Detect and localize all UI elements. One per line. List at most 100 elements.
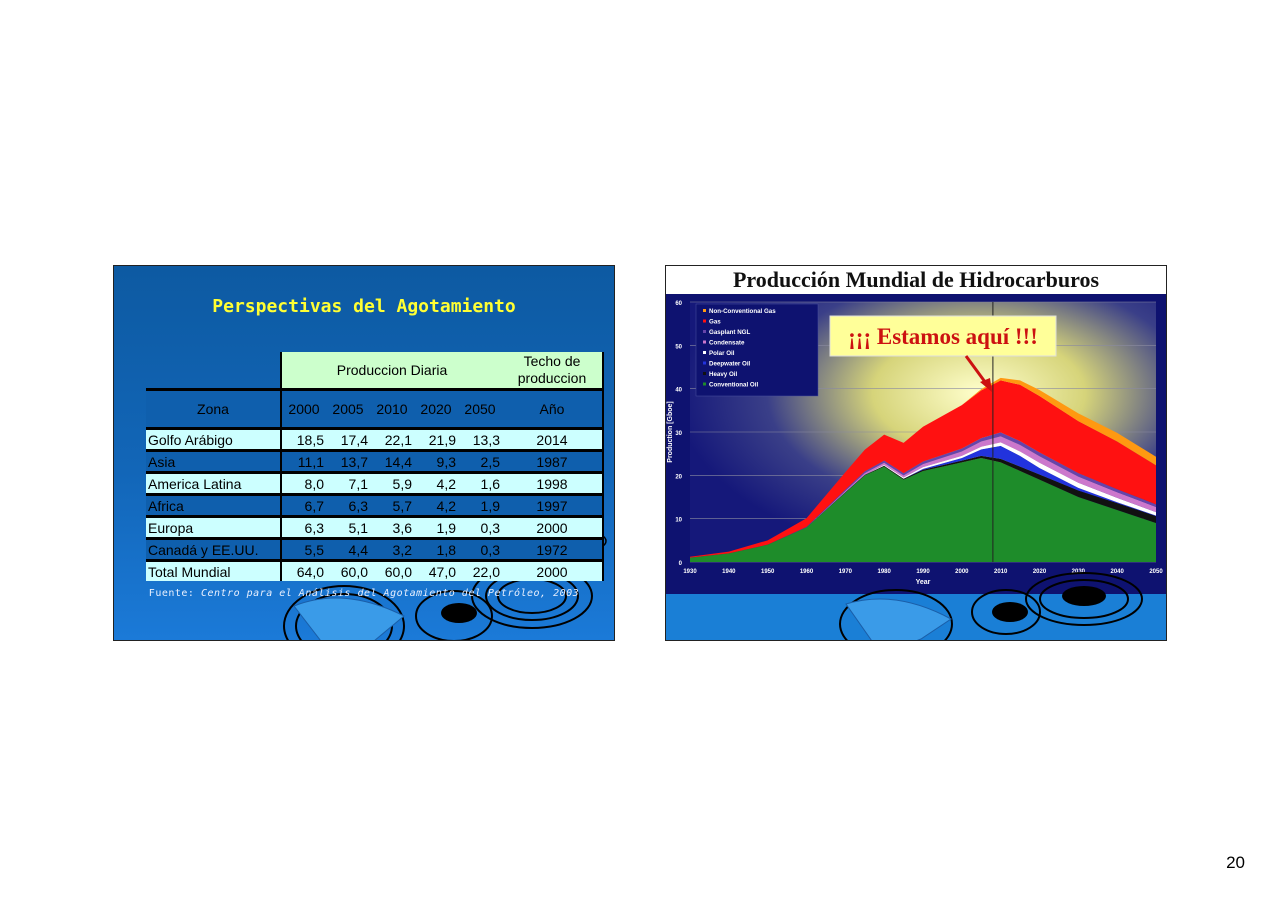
table-row: Golfo Arábigo 18,5 17,4 22,1 21,9 13,3 2014: [146, 427, 604, 451]
value-cell: 4,2: [414, 471, 458, 495]
zone-cell: Golfo Arábigo: [146, 427, 281, 451]
x-tick-label: 2010: [994, 569, 1008, 575]
callout-arrowhead: [980, 378, 992, 392]
peak-header: Techo de produccion: [502, 352, 604, 390]
peak-header-line2: produccion: [517, 370, 587, 386]
zone-cell: Canadá y EE.UU.: [146, 537, 281, 561]
value-cell: 9,3: [414, 449, 458, 473]
source-label: Fuente:: [148, 588, 195, 599]
value-cell: 6,7: [280, 493, 326, 517]
value-cell: 60,0: [326, 559, 370, 581]
page-number: 20: [1226, 853, 1245, 872]
peak-header-line1: Techo de: [523, 353, 581, 369]
value-cell: 0,3: [458, 537, 502, 561]
value-cell: 0,3: [458, 515, 502, 539]
source-note: Fuente: Centro para el Análisis del Agot…: [114, 588, 614, 599]
value-cell: 1,8: [414, 537, 458, 561]
value-cell: 4,2: [414, 493, 458, 517]
x-tick-label: 2020: [1033, 569, 1047, 575]
value-cell: 3,6: [370, 515, 414, 539]
legend-swatch: [703, 340, 706, 344]
value-cell: 64,0: [280, 559, 326, 581]
legend-entry: Gasplant NGL: [709, 329, 750, 336]
slide-produccion-mundial: Producción Mundial de Hidrocarburos 0 10 2…: [665, 265, 1167, 641]
y-tick-label: 40: [675, 388, 682, 394]
y-tick-label: 20: [675, 474, 682, 480]
y-tick-label: 60: [675, 301, 682, 307]
value-cell: 14,4: [370, 449, 414, 473]
year-col-2005: 2005: [326, 388, 370, 429]
x-tick-label: 1950: [761, 569, 775, 575]
value-cell: 7,1: [326, 471, 370, 495]
legend-entry: Heavy Oil: [709, 371, 737, 378]
callout-text: ¡¡¡ Estamos aquí !!!: [848, 324, 1038, 349]
slide-title: Perspectivas del Agotamiento: [212, 296, 516, 317]
year-col-2010: 2010: [370, 388, 414, 429]
legend-swatch: [703, 372, 706, 375]
legend-entry: Condensate: [709, 340, 745, 347]
peak-year-cell: 1997: [502, 493, 604, 517]
legend-entry: Non-Conventional Gas: [709, 308, 776, 315]
peak-year-header: Año: [502, 388, 604, 429]
value-cell: 5,7: [370, 493, 414, 517]
x-tick-label: 1960: [800, 569, 814, 575]
value-cell: 5,1: [326, 515, 370, 539]
value-cell: 5,9: [370, 471, 414, 495]
legend-swatch: [703, 330, 706, 333]
legend-entry: Gas: [709, 319, 721, 326]
group-header: Produccion Diaria: [280, 352, 502, 390]
table-row: Europa 6,3 5,1 3,6 1,9 0,3 2000: [146, 515, 604, 539]
y-tick-label: 10: [675, 518, 682, 524]
peak-year-cell: 1998: [502, 471, 604, 495]
x-tick-label: 1940: [722, 569, 736, 575]
source-text: Centro para el Análisis del Agotamiento …: [200, 588, 580, 599]
legend-swatch: [703, 361, 706, 365]
callout-box: [829, 315, 1057, 357]
zone-cell: Europa: [146, 515, 281, 539]
x-axis-label: Year: [916, 579, 931, 586]
x-tick-label: 2030: [1072, 569, 1086, 575]
legend-entry: Conventional Oil: [709, 382, 758, 389]
legend-swatch: [703, 351, 706, 354]
value-cell: 6,3: [326, 493, 370, 517]
series-area-2: [690, 445, 1156, 558]
slide-title: Producción Mundial de Hidrocarburos: [666, 266, 1166, 294]
peak-year-cell: 1972: [502, 537, 604, 561]
peak-year-cell: 1987: [502, 449, 604, 473]
value-cell: 17,4: [326, 427, 370, 451]
x-tick-label: 1990: [916, 569, 930, 575]
y-tick-label: 50: [675, 344, 682, 350]
table-row: America Latina 8,0 7,1 5,9 4,2 1,6 1998: [146, 471, 604, 495]
value-cell: 4,4: [326, 537, 370, 561]
legend-swatch: [703, 382, 706, 386]
zone-header: Zona: [146, 388, 281, 429]
table-row: Canadá y EE.UU. 5,5 4,4 3,2 1,8 0,3 1972: [146, 537, 604, 561]
legend-entry: Polar Oil: [709, 350, 735, 357]
value-cell: 21,9: [414, 427, 458, 451]
table-row: Africa 6,7 6,3 5,7 4,2 1,9 1997: [146, 493, 604, 517]
value-cell: 60,0: [370, 559, 414, 581]
value-cell: 1,9: [458, 493, 502, 517]
x-tick-label: 1970: [839, 569, 853, 575]
value-cell: 18,5: [280, 427, 326, 451]
year-col-2020: 2020: [414, 388, 458, 429]
x-tick-label: 1980: [877, 569, 891, 575]
value-cell: 3,2: [370, 537, 414, 561]
zone-cell: Total Mundial: [146, 559, 281, 581]
header-spacer: [146, 352, 281, 390]
legend-box: [695, 303, 819, 397]
value-cell: 47,0: [414, 559, 458, 581]
value-cell: 13,3: [458, 427, 502, 451]
peak-year-cell: 2000: [502, 515, 604, 539]
x-tick-label: 2050: [1149, 569, 1163, 575]
x-tick-label: 1930: [683, 569, 697, 575]
y-tick-label: 30: [675, 431, 682, 437]
table-row: Asia 11,1 13,7 14,4 9,3 2,5 1987: [146, 449, 604, 473]
value-cell: 5,5: [280, 537, 326, 561]
zone-cell: Africa: [146, 493, 281, 517]
value-cell: 8,0: [280, 471, 326, 495]
year-col-2000: 2000: [280, 388, 326, 429]
value-cell: 22,1: [370, 427, 414, 451]
legend-entry: Deepwater Oil: [709, 361, 751, 368]
